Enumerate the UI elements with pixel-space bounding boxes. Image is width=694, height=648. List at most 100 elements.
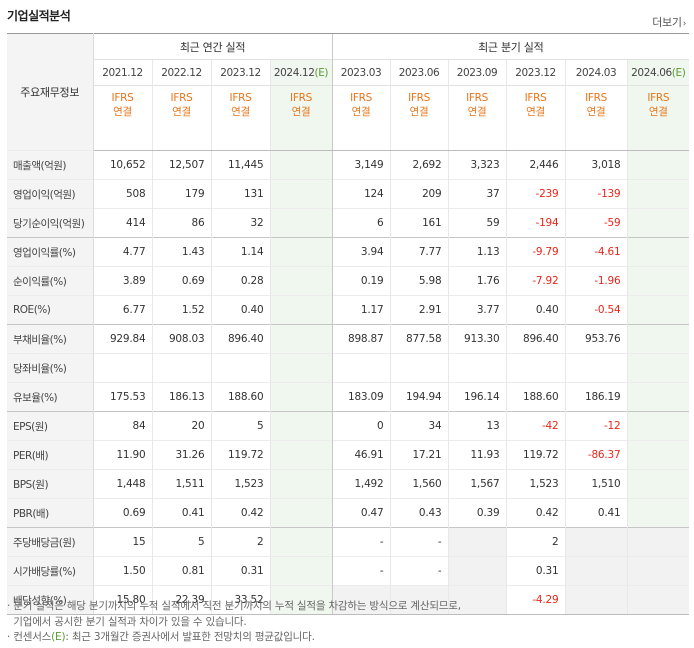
table-cell: 183.09 bbox=[331, 382, 391, 412]
table-cell bbox=[626, 469, 690, 499]
table-cell: 194.94 bbox=[389, 382, 449, 412]
table-cell: 3.89 bbox=[93, 266, 152, 296]
table-cell: -139 bbox=[564, 179, 628, 209]
table-cell: 2 bbox=[210, 527, 270, 557]
standard-header-quarter-1: IFRS 연결 bbox=[389, 85, 449, 151]
table-cell: 0.42 bbox=[210, 498, 270, 528]
table-cell: 20 bbox=[151, 411, 211, 441]
table-cell: 5 bbox=[210, 411, 270, 441]
table-cell bbox=[626, 527, 690, 557]
table-cell bbox=[269, 266, 333, 296]
standard-header-quarter-4: IFRS 연결 bbox=[564, 85, 628, 151]
table-cell: 877.58 bbox=[389, 324, 449, 354]
table-cell: 0.69 bbox=[151, 266, 211, 296]
standard-line2: 연결 bbox=[231, 106, 250, 118]
table-cell: 31.26 bbox=[151, 440, 211, 470]
table-cell bbox=[269, 353, 333, 383]
table-cell: 898.87 bbox=[331, 324, 391, 354]
row-label: 유보율(%) bbox=[7, 382, 94, 412]
row-label: PER(배) bbox=[7, 440, 94, 470]
table-cell: 32 bbox=[210, 208, 270, 238]
row-header-label: 주요재무정보 bbox=[7, 33, 94, 151]
table-cell: 0.19 bbox=[331, 266, 391, 296]
table-cell: 17.21 bbox=[389, 440, 449, 470]
table-row: 주당배당금(원) 15 5 2- -2 bbox=[7, 527, 690, 557]
period-header-quarter-5: 2024.06(E) bbox=[626, 59, 690, 86]
standard-line2: 연결 bbox=[586, 106, 606, 118]
table-cell: 186.13 bbox=[151, 382, 211, 412]
table-cell: 5.98 bbox=[389, 266, 449, 296]
table-cell bbox=[269, 150, 333, 180]
table-cell: 2,692 bbox=[389, 150, 449, 180]
table-cell: 124 bbox=[331, 179, 391, 209]
row-label: EPS(원) bbox=[7, 411, 94, 441]
table-row: BPS(원) 1,448 1,511 1,523 1,492 1,560 1,567 1,52… bbox=[7, 469, 690, 499]
table-cell: 34 bbox=[389, 411, 449, 441]
table-cell: 896.40 bbox=[505, 324, 566, 354]
standard-header-annual-2: IFRS 연결 bbox=[210, 85, 270, 151]
standard-line1: IFRS bbox=[229, 92, 252, 104]
estimate-suffix: (E) bbox=[671, 66, 686, 79]
period-label: 2023.12 bbox=[515, 66, 556, 79]
table-cell bbox=[447, 527, 507, 557]
table-cell bbox=[626, 295, 690, 325]
table-cell: 119.72 bbox=[505, 440, 566, 470]
row-label: 순이익률(%) bbox=[7, 266, 94, 296]
table-row: 유보율(%) 175.53 186.13 188.60 183.09 194.94 196.… bbox=[7, 382, 690, 412]
table-cell: 0.81 bbox=[151, 556, 211, 586]
row-label: 시가배당률(%) bbox=[7, 556, 94, 586]
table-row: ROE(%) 6.77 1.52 0.40 1.17 2.91 3.77 0.40 -0.54 bbox=[7, 295, 690, 325]
standard-line2: 연결 bbox=[467, 106, 487, 118]
period-header-annual-3: 2024.12(E) bbox=[269, 59, 333, 86]
table-cell: -86.37 bbox=[564, 440, 628, 470]
table-cell bbox=[626, 266, 690, 296]
footnote-1-cont: 기업에서 공시한 분기 실적과 차이가 있을 수 있습니다. bbox=[7, 615, 247, 628]
table-cell: 1.14 bbox=[210, 237, 270, 267]
period-label: 2022.12 bbox=[161, 66, 202, 79]
table-row: 배당성향(%) 15.80 22.39 33.52 -4.29 bbox=[7, 585, 690, 615]
table-cell: 1,492 bbox=[331, 469, 391, 499]
table-cell bbox=[269, 440, 333, 470]
standard-line2: 연결 bbox=[648, 106, 668, 118]
table-cell bbox=[626, 353, 690, 383]
estimate-mark: (E) bbox=[51, 631, 66, 643]
table-cell: 7.77 bbox=[389, 237, 449, 267]
table-cell bbox=[269, 295, 333, 325]
table-cell: -42 bbox=[505, 411, 566, 441]
standard-line2: 연결 bbox=[172, 106, 191, 118]
table-cell: -59 bbox=[564, 208, 628, 238]
table-cell bbox=[269, 179, 333, 209]
table-cell bbox=[626, 382, 690, 412]
financial-table: 주요재무정보 최근 연간 실적 최근 분기 실적 2021.12 2022.12 2… bbox=[7, 33, 690, 615]
footnote-1: · 분기 실적은 해당 분기까지의 누적 실적에서 직전 분기까지의 누적 실적… bbox=[7, 600, 461, 612]
row-label: 당기순이익(억원) bbox=[7, 208, 94, 238]
table-cell: 15 bbox=[93, 527, 152, 557]
period-header-quarter-3: 2023.12 bbox=[505, 59, 566, 86]
row-label: 영업이익률(%) bbox=[7, 237, 94, 267]
table-cell: 1.43 bbox=[151, 237, 211, 267]
standard-line2: 연결 bbox=[526, 106, 545, 118]
footnote-2-label: · 컨센서스 bbox=[7, 631, 52, 643]
table-cell: 13 bbox=[447, 411, 507, 441]
period-label: 2024.12 bbox=[273, 66, 315, 79]
table-cell: 1.50 bbox=[93, 556, 152, 586]
table-cell: 0.43 bbox=[389, 498, 449, 528]
table-cell: 1,560 bbox=[389, 469, 449, 499]
more-link[interactable]: 더보기› bbox=[652, 14, 686, 30]
more-label[interactable]: 더보기 bbox=[652, 16, 682, 29]
table-row: PBR(배) 0.69 0.41 0.42 0.47 0.43 0.39 0.42 0.41 bbox=[7, 498, 690, 528]
standard-line2: 연결 bbox=[351, 106, 371, 118]
table-cell: 2.91 bbox=[389, 295, 449, 325]
table-cell: 3.77 bbox=[447, 295, 507, 325]
standard-line1: IFRS bbox=[111, 92, 134, 104]
table-cell: 1,523 bbox=[505, 469, 566, 499]
table-cell: 131 bbox=[210, 179, 270, 209]
table-cell: 0.40 bbox=[505, 295, 566, 325]
standard-header-quarter-0: IFRS 연결 bbox=[331, 85, 391, 151]
table-cell: 10,652 bbox=[93, 150, 152, 180]
table-cell: 0 bbox=[331, 411, 391, 441]
table-cell: 46.91 bbox=[331, 440, 391, 470]
table-cell: - bbox=[389, 556, 449, 586]
standard-line1: IFRS bbox=[350, 92, 372, 104]
standard-header-quarter-5: IFRS 연결 bbox=[626, 85, 690, 151]
